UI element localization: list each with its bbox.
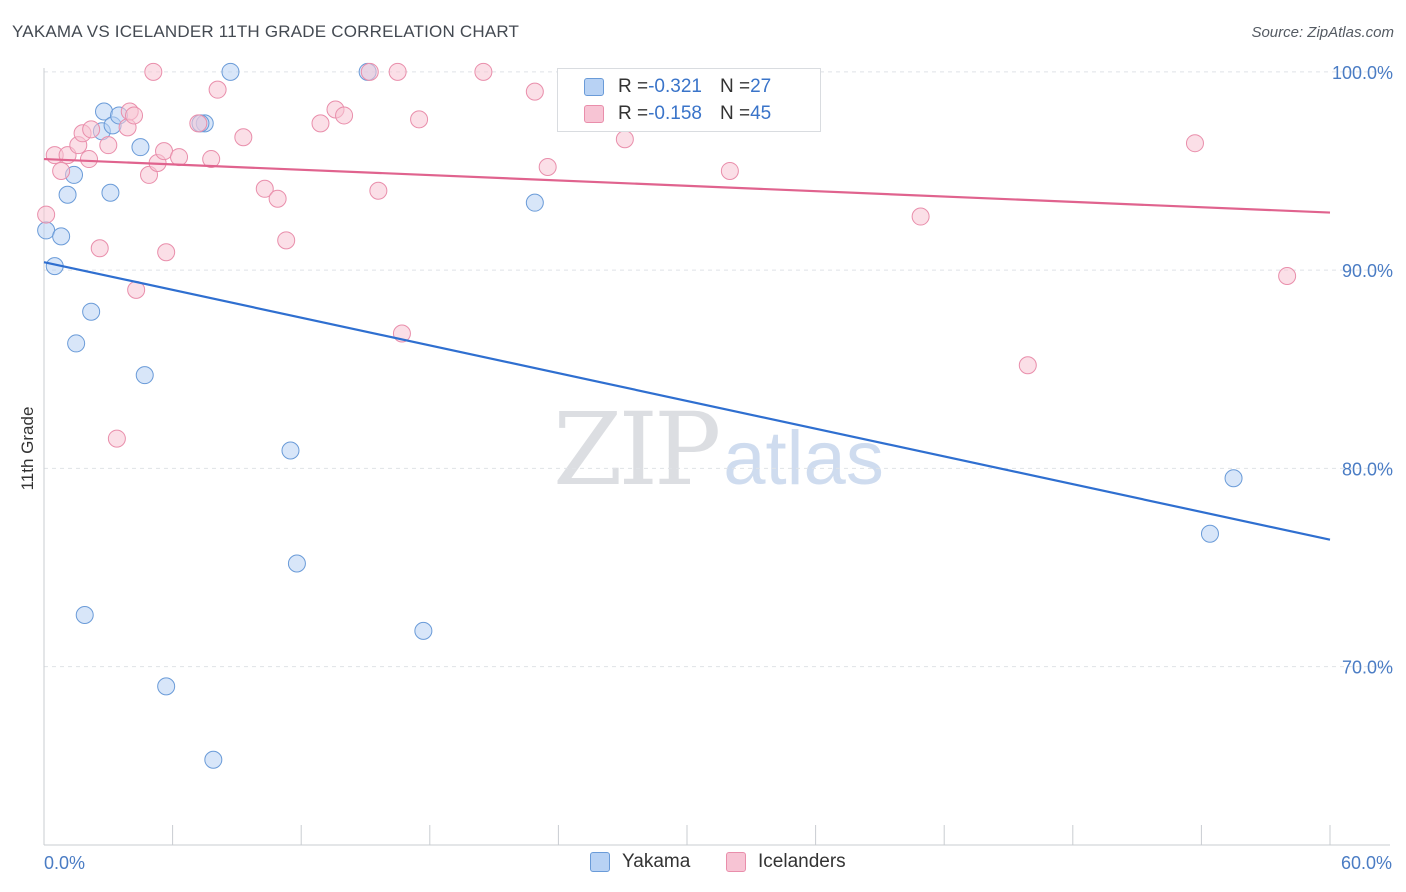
legend-n-value: 45 [750,103,772,124]
point-icelanders [388,62,407,81]
point-yakama [204,750,223,769]
legend-r-label: R = [618,76,649,97]
y-axis-title: 11th Grade [18,407,37,491]
series-legend-swatch-icelanders [726,852,746,872]
point-icelanders [268,189,287,208]
point-icelanders [720,161,739,180]
point-yakama [414,621,433,640]
y-tick-label: 80.0% [1342,459,1393,479]
point-icelanders [189,114,208,133]
point-icelanders [1018,356,1037,375]
point-icelanders [82,120,101,139]
point-icelanders [99,136,118,155]
point-yakama [52,227,71,246]
legend-swatch-yakama [584,78,604,96]
point-yakama [135,366,154,385]
watermark-atlas: atlas [723,416,884,501]
legend-n-label: N = [719,103,751,124]
point-icelanders [369,181,388,200]
point-icelanders [360,62,379,81]
point-icelanders [107,429,126,448]
point-yakama [82,302,101,321]
point-icelanders [208,80,227,99]
point-icelanders [474,62,493,81]
legend-r-value: -0.158 [648,103,702,124]
point-yakama [157,677,176,696]
y-tick-label: 70.0% [1342,658,1393,678]
point-icelanders [277,231,296,250]
point-icelanders [255,179,274,198]
point-yakama [281,441,300,460]
point-icelanders [80,150,99,169]
legend-n-value: 27 [750,76,772,97]
y-tick-label: 100.0% [1332,63,1393,83]
point-yakama [58,185,77,204]
point-yakama [287,554,306,573]
point-icelanders [335,106,354,125]
legend-r-label: R = [618,103,649,124]
y-tick-label: 90.0% [1342,261,1393,281]
point-yakama [101,183,120,202]
point-yakama [1200,524,1219,543]
point-icelanders [155,142,174,161]
legend-row-icelanders: R = -0.158 N = 45 [584,102,771,126]
point-yakama [221,62,240,81]
point-icelanders [525,82,544,101]
point-yakama [67,334,86,353]
point-icelanders [37,205,56,224]
point-icelanders [144,62,163,81]
point-yakama [75,606,94,625]
point-icelanders [911,207,930,226]
point-icelanders [125,106,144,125]
source-label: Source: ZipAtlas.com [1251,24,1394,41]
point-icelanders [170,148,189,167]
point-icelanders [90,239,109,258]
chart-title: YAKAMA VS ICELANDER 11TH GRADE CORRELATI… [12,22,520,41]
point-icelanders [157,243,176,262]
point-icelanders [1278,267,1297,286]
point-icelanders [538,157,557,176]
legend-swatch-icelanders [584,105,604,123]
trend-line-icelanders [43,157,1331,214]
x-tick-label: 0.0% [44,853,85,873]
legend: R = -0.321 N = 27 R = -0.158 N = 45 [557,68,821,132]
trend-line-yakama [43,261,1331,541]
series-legend-icelanders: Icelanders [726,851,846,873]
series-legend-yakama: Yakama [590,851,690,873]
series-legend-swatch-yakama [590,852,610,872]
series-legend: Yakama Icelanders [0,851,1406,877]
legend-row-yakama: R = -0.321 N = 27 [584,75,771,99]
point-icelanders [202,150,221,169]
point-yakama [131,138,150,157]
point-icelanders [234,128,253,147]
point-yakama [1224,469,1243,488]
point-yakama [525,193,544,212]
x-tick-label: 60.0% [1341,853,1392,873]
point-yakama [37,221,56,240]
point-icelanders [1185,134,1204,153]
point-icelanders [311,114,330,133]
point-icelanders [410,110,429,129]
point-icelanders [52,161,71,180]
series-legend-label-yakama: Yakama [622,851,691,872]
watermark-zip: ZIP [553,391,721,508]
watermark: ZIPatlas [553,400,884,500]
legend-n-label: N = [719,76,751,97]
series-legend-label-icelanders: Icelanders [758,851,846,872]
point-icelanders [615,130,634,149]
legend-r-value: -0.321 [648,76,702,97]
